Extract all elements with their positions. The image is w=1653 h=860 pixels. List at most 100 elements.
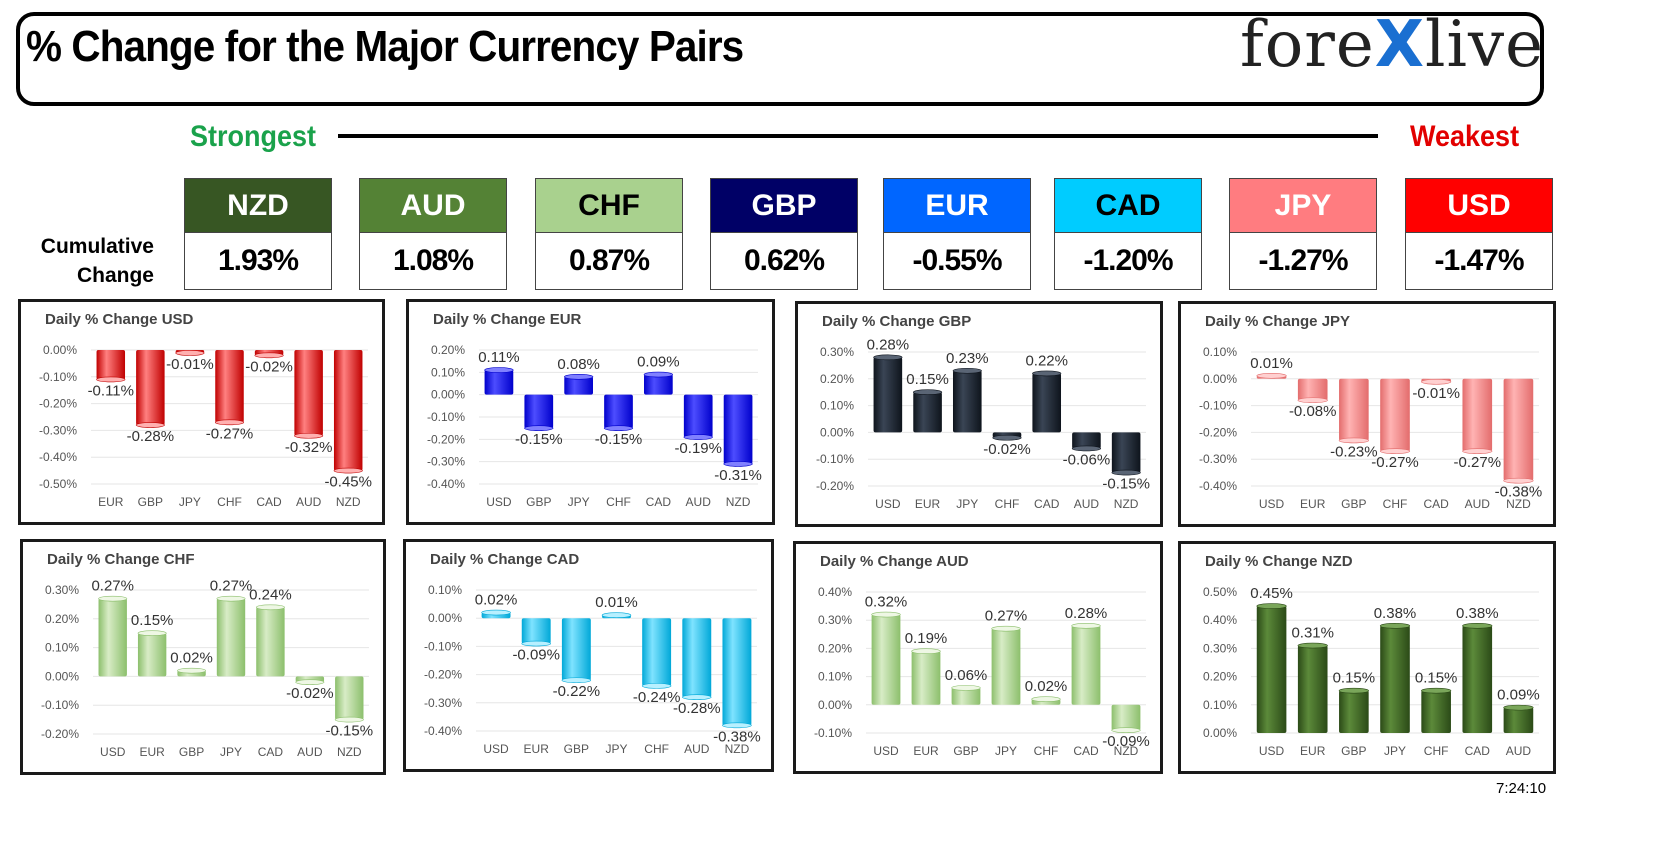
currency-code: GBP <box>711 179 857 233</box>
cumulative-change-value: -1.20% <box>1083 244 1173 277</box>
x-tick-label: CAD <box>1073 744 1099 758</box>
x-tick-label: NZD <box>1114 497 1139 511</box>
chart-panel: Daily % Change NZD 0.50% 0.40% 0.30% 0.20% 0.… <box>1178 541 1556 774</box>
bar-cap <box>1297 642 1328 649</box>
y-tick-label: 0.20% <box>45 612 79 626</box>
bar-nzd <box>1111 432 1141 473</box>
bar-cap <box>1111 727 1141 733</box>
bar-cap <box>524 425 554 431</box>
y-tick-label: -0.30% <box>39 423 77 437</box>
y-tick-label: -0.20% <box>424 668 462 682</box>
data-label: 0.28% <box>1065 605 1108 622</box>
bar-eur <box>1297 645 1328 733</box>
cumulative-change-value: 0.62% <box>743 244 825 277</box>
data-label: 0.09% <box>637 354 680 371</box>
bar-cap <box>911 648 941 655</box>
data-label: -0.28% <box>127 428 175 445</box>
chart-title: Daily % Change GBP <box>822 313 971 330</box>
bar-cap <box>333 467 363 474</box>
chart-title: Daily % Change EUR <box>433 311 582 328</box>
bar-chart: Daily % Change CAD 0.10% 0.00% -0.10% -0.20%… <box>424 551 761 756</box>
data-label: -0.32% <box>285 439 333 456</box>
x-tick-label: JPY <box>568 495 590 509</box>
bar-chart: Daily % Change USD 0.00% -0.10% -0.20% -0.30… <box>39 311 372 509</box>
bar-cap <box>1031 696 1061 702</box>
currency-code: NZD <box>185 179 331 233</box>
x-tick-label: CAD <box>1465 744 1491 758</box>
data-label: 0.31% <box>1291 625 1334 642</box>
currency-code: CHF <box>536 179 682 233</box>
data-label: 0.02% <box>170 650 213 667</box>
data-label: 0.09% <box>1497 687 1540 704</box>
bar-chf <box>604 394 633 429</box>
cumulative-change-value: 0.87% <box>568 244 650 277</box>
bar-cap <box>135 422 165 428</box>
y-tick-label: -0.40% <box>427 477 465 491</box>
data-label: 0.45% <box>1250 585 1293 602</box>
chart-panel: Daily % Change USD 0.00% -0.10% -0.20% -0.30… <box>18 299 385 525</box>
bar-cap <box>723 461 753 467</box>
x-tick-label: NZD <box>1114 744 1139 758</box>
strength-divider-line <box>338 134 1378 138</box>
x-tick-label: JPY <box>1384 744 1406 758</box>
y-tick-label: 0.10% <box>820 399 854 413</box>
bar-eur <box>137 633 167 677</box>
data-label: 0.23% <box>946 350 989 367</box>
x-tick-label: USD <box>1259 744 1285 758</box>
data-label: -0.27% <box>1371 454 1419 471</box>
bar-cap <box>1297 397 1328 404</box>
bar-cap <box>683 434 713 440</box>
bar-eur <box>913 392 942 433</box>
bar-chart: Daily % Change EUR 0.20% 0.10% 0.00% -0.10% -… <box>427 311 762 509</box>
y-tick-label: -0.20% <box>39 397 77 411</box>
bar-jpy <box>564 376 593 395</box>
x-tick-label: USD <box>100 745 126 759</box>
y-tick-label: 0.30% <box>820 345 854 359</box>
y-tick-label: 0.00% <box>1203 372 1237 386</box>
y-tick-label: 0.00% <box>428 611 462 625</box>
bar-cap <box>214 419 245 426</box>
logo-x: X <box>1374 8 1426 82</box>
bar-aud <box>683 394 713 438</box>
bar-cap <box>682 694 712 700</box>
x-tick-label: CAD <box>646 495 672 509</box>
x-tick-label: EUR <box>1300 744 1326 758</box>
y-tick-label: -0.40% <box>39 450 77 464</box>
bar-cap <box>1379 448 1411 454</box>
x-tick-label: CHF <box>1424 744 1449 758</box>
data-label: 0.15% <box>131 612 174 629</box>
bar-cap <box>294 432 324 439</box>
x-tick-label: EUR <box>913 744 939 758</box>
timestamp: 7:24:10 <box>1496 780 1547 797</box>
y-tick-label: 0.10% <box>1203 698 1237 712</box>
chart-panel: Daily % Change GBP 0.30% 0.20% 0.10% 0.00% -0… <box>795 301 1163 527</box>
data-label: -0.22% <box>553 683 601 700</box>
data-label: -0.02% <box>983 441 1031 458</box>
x-tick-label: JPY <box>179 495 201 509</box>
currency-box-aud: AUD 1.08% <box>359 178 507 290</box>
chart-title: Daily % Change JPY <box>1205 313 1350 330</box>
y-tick-label: -0.10% <box>1199 399 1237 413</box>
bar-gbp <box>951 687 981 705</box>
y-tick-label: 0.20% <box>431 343 465 357</box>
bar-cap <box>295 679 325 685</box>
bar-cap <box>1256 603 1287 609</box>
data-label: 0.38% <box>1374 605 1417 622</box>
bar-cap <box>912 389 943 395</box>
bar-cap <box>334 716 364 723</box>
bar-cap <box>96 376 126 383</box>
x-tick-label: CAD <box>256 495 282 509</box>
bar-cap <box>137 630 167 636</box>
weakest-label: Weakest <box>1410 120 1520 153</box>
bar-cap <box>641 683 672 689</box>
chart-title: Daily % Change CHF <box>47 551 195 568</box>
bar-chart: Daily % Change AUD 0.40% 0.30% 0.20% 0.10% 0.… <box>814 553 1150 758</box>
data-label: -0.06% <box>1063 451 1111 468</box>
x-tick-label: GBP <box>564 742 589 756</box>
data-label: 0.27% <box>985 608 1028 625</box>
bar-cap <box>991 625 1021 632</box>
data-label: 0.27% <box>91 578 134 595</box>
y-tick-label: -0.50% <box>39 477 77 491</box>
x-tick-label: EUR <box>524 742 550 756</box>
data-label: -0.38% <box>1495 484 1543 501</box>
